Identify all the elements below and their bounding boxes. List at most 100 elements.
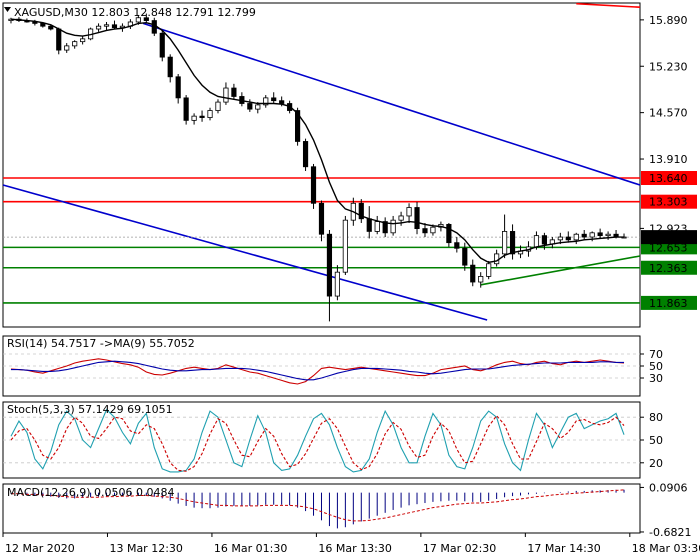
level-label: 13.640 (649, 172, 688, 185)
bear-candle (581, 233, 587, 238)
bear-candle (151, 20, 157, 34)
bear-candle (326, 233, 333, 297)
level-label: 11.863 (649, 297, 688, 310)
bull-candle (486, 263, 492, 277)
bull-candle (605, 233, 611, 237)
bear-candle (462, 247, 468, 266)
bear-candle (446, 223, 452, 244)
bull-candle (494, 253, 500, 265)
bear-candle (382, 221, 388, 234)
bull-candle (80, 38, 86, 43)
rsi-ma-line (10, 360, 625, 381)
time-label: 13 Mar 12:30 (109, 542, 182, 555)
price-tick-label: 13.910 (649, 153, 688, 166)
bull-candle (430, 226, 436, 234)
bear-candle (48, 25, 54, 30)
stoch-k-line (10, 408, 625, 473)
red-upper-line (576, 2, 641, 9)
channel-lower-line (2, 184, 488, 321)
channel-upper-line (142, 22, 641, 186)
stoch-header: Stoch(5,3,3) 57.1429 69.1051 (7, 403, 173, 416)
bull-candle (478, 275, 484, 283)
bull-candle (390, 219, 396, 234)
triangle-down-icon[interactable] (4, 7, 11, 12)
bull-candle (223, 87, 229, 103)
bull-candle (255, 104, 261, 110)
bear-candle (454, 242, 460, 249)
rsi-header: RSI(14) 54.7517 ->MA(9) 55.7052 (7, 337, 195, 350)
bull-candle (334, 271, 340, 297)
bull-candle (207, 110, 213, 118)
current-price-label-box (641, 230, 697, 245)
bear-candle (199, 115, 205, 118)
bear-candle (295, 110, 301, 142)
macd-header: MACD(12,26,9) 0.0506 0.0484 (7, 486, 175, 499)
level-label-box (641, 194, 697, 209)
price-tick-label: 15.890 (649, 14, 688, 27)
trend-lines (2, 2, 641, 321)
bull-candle (72, 41, 78, 47)
bear-candle (422, 228, 428, 234)
bear-candle (414, 207, 420, 230)
bull-candle (95, 25, 102, 30)
bear-candle (143, 17, 149, 21)
price-tick-label: 15.230 (649, 60, 688, 73)
price-tick-label: 14.570 (649, 107, 688, 120)
level-label-box (641, 260, 697, 275)
bear-candle (175, 76, 181, 99)
macd-tick-label: 0.0906 (649, 481, 688, 494)
bear-candle (318, 202, 325, 235)
bear-candle (231, 87, 237, 97)
time-label: 16 Mar 01:30 (214, 542, 287, 555)
price-frame (2, 2, 641, 328)
bull-candle (64, 45, 70, 51)
bull-candle (103, 24, 110, 27)
bull-candle (573, 233, 579, 241)
bear-candle (159, 32, 165, 58)
symbol-header: XAGUSD,M30 12.803 12.848 12.791 12.799 (14, 6, 256, 19)
time-label: 17 Mar 14:30 (527, 542, 600, 555)
bull-candle (589, 232, 595, 238)
bull-candle (406, 207, 412, 217)
stochastic-panel[interactable]: 80 50 20 (3, 408, 663, 473)
bear-candle (565, 236, 571, 241)
bear-candle (302, 141, 309, 168)
bull-candle (557, 236, 563, 241)
macd-panel[interactable]: 0.0906 -0.6821 (10, 481, 691, 539)
price-axis: 15.89015.23014.57013.91012.92313.64013.3… (640, 14, 697, 310)
level-label: 12.363 (649, 262, 688, 275)
bear-candle (366, 218, 372, 232)
bear-candle (358, 202, 364, 220)
time-label: 17 Mar 02:30 (423, 542, 496, 555)
rsi-panel-tick-label: 50 (649, 360, 663, 373)
price-panel[interactable] (2, 2, 641, 322)
bull-candle (342, 219, 348, 273)
stoch-panel-tick-label: 80 (649, 411, 663, 424)
bull-candle (374, 221, 380, 232)
macd-signal-line (10, 489, 625, 522)
stoch-panel-tick-label: 50 (649, 434, 663, 447)
level-label: 13.303 (649, 196, 688, 209)
support-trend-line (480, 255, 641, 286)
current-price-label: 12.799 (649, 231, 688, 244)
bear-candle (597, 232, 603, 237)
bear-candle (56, 28, 62, 51)
bear-candle (247, 103, 253, 110)
bull-candle (215, 101, 221, 111)
bull-candle (263, 97, 269, 106)
bull-candle (398, 215, 404, 221)
stoch-d-line (10, 414, 625, 472)
bear-candle (509, 231, 516, 255)
macd-frame (2, 483, 641, 534)
bear-candle (470, 264, 476, 283)
stoch-panel-tick-label: 20 (649, 457, 663, 470)
time-label: 12 Mar 2020 (5, 542, 75, 555)
rsi-panel-tick-label: 70 (649, 348, 663, 361)
bear-candle (183, 97, 189, 121)
moving-average (10, 18, 625, 264)
bull-candle (135, 17, 141, 23)
bear-candle (310, 166, 317, 204)
time-label: 16 Mar 13:30 (318, 542, 391, 555)
